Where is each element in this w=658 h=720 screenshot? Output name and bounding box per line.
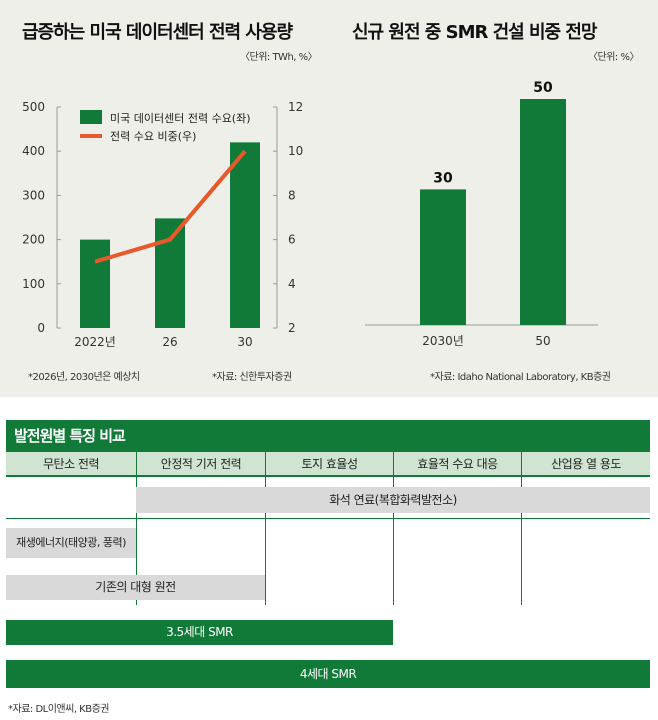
range-bar: 3.5세대 SMR [6,620,393,645]
column-divider [136,477,137,605]
left-tick-label: 300 [22,188,45,202]
header-cell: 토지 효율성 [265,452,393,477]
right-tick-label: 12 [288,100,303,114]
bar-2030년 [420,189,466,325]
bar-26 [155,218,185,328]
chart1-source: *자료: 신한투자증권 [212,372,292,383]
row-divider [6,518,650,519]
legend-line-swatch [80,134,102,138]
table-source: *자료: DL이앤씨, KB증권 [8,704,110,715]
chart1-plot: 0 100 200 300 400 500 2 4 6 8 10 12 2022년 26 30 미국 데이터센… [22,100,303,349]
range-bar: 기존의 대형 원전 [6,575,265,600]
share-line [94,149,247,264]
right-tick-label: 2 [288,321,296,335]
legend-bar-swatch [80,110,102,124]
legend-line-label: 전력 수요 비중(우) [110,130,196,143]
header-cell: 산업용 열 용도 [521,452,650,477]
left-tick-label: 0 [37,321,45,335]
left-tick-label: 200 [22,233,45,247]
category-label: 2022년 [74,335,116,349]
chart1-unit: 〈단위: TWh, %〉 [240,52,318,63]
column-divider [393,477,394,605]
chart2-unit: 〈단위: %〉 [588,52,639,63]
data-label: 50 [533,80,553,96]
table-title: 발전원별 특징 비교 [6,420,650,452]
data-label: 30 [433,170,453,186]
bar-50 [520,99,566,325]
legend-bar-label: 미국 데이터센터 전력 수요(좌) [110,112,251,125]
chart2-title: 신규 원전 중 SMR 건설 비중 전망 [352,22,597,43]
category-label: 2030년 [422,334,464,348]
left-tick-label: 100 [22,277,45,291]
column-divider [521,477,522,605]
right-tick-label: 6 [288,233,296,247]
range-bar: 4세대 SMR [6,660,650,688]
right-tick-label: 8 [288,188,296,202]
category-label: 30 [237,335,252,349]
category-label: 50 [535,334,550,348]
right-tick-label: 4 [288,277,296,291]
chart2-source: *자료: Idaho National Laboratory, KB증권 [430,372,611,383]
header-cell: 무탄소 전력 [6,452,136,477]
header-cell: 안정적 기저 전력 [136,452,265,477]
left-tick-label: 500 [22,100,45,114]
range-bar: 재생에너지(태양광, 풍력) [6,528,136,558]
left-tick-label: 400 [22,144,45,158]
chart1-title: 급증하는 미국 데이터센터 전력 사용량 [22,22,293,43]
bar-30 [230,142,260,328]
right-tick-label: 10 [288,144,303,158]
chart2-plot: 30 2030년 50 50 [365,80,598,348]
category-label: 26 [162,335,177,349]
range-bar: 화석 연료(복합화력발전소) [136,487,650,513]
column-divider [265,477,266,605]
bar-2022년 [80,239,110,328]
chart1-footnote: *2026년, 2030년은 예상치 [28,372,140,383]
header-cell: 효율적 수요 대응 [393,452,521,477]
